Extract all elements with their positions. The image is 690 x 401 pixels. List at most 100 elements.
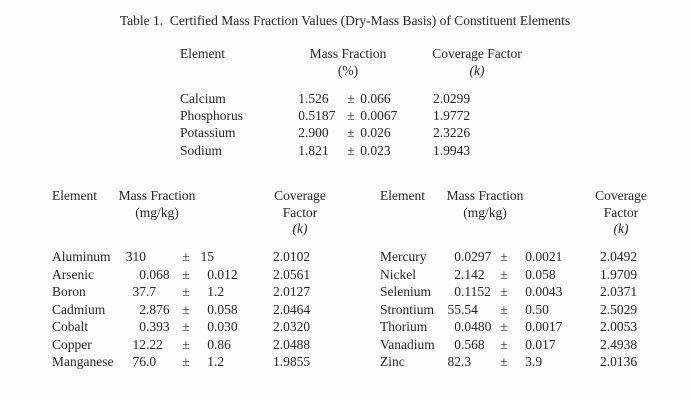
table-row: Arsenic 0.068 ±0.012 2.0561 <box>52 266 329 284</box>
lower-right-table: Mercury 0.0297 ±0.0021 2.0492 Nickel 2.142 ±0.… <box>380 248 656 371</box>
integer-part: 76 <box>132 354 147 369</box>
fraction-part: .0 <box>146 354 157 369</box>
plus-minus-symbol: ± <box>347 142 355 158</box>
fraction-part: .026 <box>367 125 391 141</box>
mass-fraction-value: 2.142 <box>443 266 496 284</box>
plus-minus-symbol: ± <box>347 125 355 141</box>
lower-left-coverage-factor-header: Coverage Factor (k) <box>260 188 340 238</box>
mass-fraction-label: Mass Fraction <box>309 46 387 61</box>
plus-minus-symbol: ± <box>500 336 508 352</box>
fraction-part: .5187 <box>305 108 336 124</box>
lower-left-mass-fraction-header: Mass Fraction (mg/kg) <box>112 188 202 221</box>
coverage-factor-value: 2.0299 <box>433 91 471 106</box>
integer-part: 0 <box>525 284 532 299</box>
uncertainty-value: 0.012 <box>194 266 252 284</box>
integer-part: 12 <box>132 336 147 352</box>
uncertainty-value: 1.2 <box>194 283 252 301</box>
integer-part: 1 <box>207 354 214 369</box>
mass-fraction-value: 76.0 <box>125 353 178 371</box>
mass-fraction-value: 0.5187 <box>297 107 343 124</box>
table-row: Potassium 2.900 ±0.026 2.3226 <box>180 124 521 141</box>
integer-part: 0 <box>454 284 461 299</box>
mass-fraction-label: Mass Fraction <box>118 188 196 203</box>
uncertainty-value: 0.50 <box>512 301 570 319</box>
upper-table-element-header: Element <box>180 46 225 61</box>
fraction-part: .0021 <box>532 249 563 264</box>
uncertainty-value: 3.9 <box>512 353 570 371</box>
element-name: Phosphorus <box>180 108 244 124</box>
mass-fraction-value: 0.068 <box>125 266 178 284</box>
element-name: Zinc <box>380 354 405 369</box>
coverage-factor-value: 2.0488 <box>273 336 311 352</box>
mass-fraction-value: 0.0480 <box>443 318 496 336</box>
fraction-part: .030 <box>214 319 238 334</box>
table-row: Nickel 2.142 ±0.058 1.9709 <box>380 266 656 284</box>
table-row: Manganese 76.0 ±1.2 1.9855 <box>52 353 329 371</box>
plus-minus-symbol: ± <box>182 249 190 264</box>
table-row: Calcium 1.526 ±0.066 2.0299 <box>180 90 521 107</box>
integer-part: 2 <box>298 125 305 141</box>
element-name: Copper <box>52 336 92 352</box>
integer-part: 0 <box>298 108 305 124</box>
mass-fraction-unit: (%) <box>337 62 359 78</box>
plus-minus-symbol: ± <box>182 319 190 334</box>
element-name: Arsenic <box>52 266 94 282</box>
mass-fraction-label: Mass Fraction <box>446 188 524 203</box>
element-name: Aluminum <box>52 249 111 264</box>
integer-part: 0 <box>207 266 214 282</box>
element-name: Cadmium <box>52 301 106 317</box>
integer-part: 2 <box>139 301 146 317</box>
mass-fraction-value: 0.1152 <box>443 283 496 301</box>
table-row: Cadmium 2.876 ±0.058 2.0464 <box>52 301 329 319</box>
mass-fraction-unit: (mg/kg) <box>463 204 507 220</box>
integer-part: 37 <box>132 284 147 299</box>
element-name: Mercury <box>380 249 427 264</box>
fraction-part: .017 <box>532 336 556 352</box>
fraction-part: .2 <box>214 284 225 299</box>
coverage-factor-value: 2.0136 <box>600 354 638 369</box>
element-name: Cobalt <box>52 319 88 334</box>
coverage-label: Coverage <box>595 188 647 203</box>
fraction-part: .393 <box>146 319 170 334</box>
fraction-part: .0480 <box>461 319 492 334</box>
fraction-part: .568 <box>461 336 485 352</box>
uncertainty-value: 0.058 <box>194 301 252 319</box>
plus-minus-symbol: ± <box>182 354 190 369</box>
fraction-part: .058 <box>532 266 556 282</box>
fraction-part: .1152 <box>461 284 491 299</box>
lower-left-element-header: Element <box>52 188 97 203</box>
fraction-part: .7 <box>146 284 157 299</box>
factor-label: Factor <box>603 204 639 220</box>
fraction-part: .0043 <box>532 284 563 299</box>
element-name: Potassium <box>180 125 236 141</box>
coverage-factor-value: 1.9772 <box>433 108 471 124</box>
plus-minus-symbol: ± <box>500 354 508 369</box>
coverage-factor-value: 2.0464 <box>273 301 311 317</box>
lower-right-mass-fraction-header: Mass Fraction (mg/kg) <box>440 188 530 221</box>
element-name: Boron <box>52 284 86 299</box>
element-name: Vanadium <box>380 336 435 352</box>
integer-part: 0 <box>207 336 214 352</box>
table-row: Zinc 82.3 ±3.9 2.0136 <box>380 353 656 371</box>
fraction-part: .142 <box>461 266 485 282</box>
integer-part: 0 <box>360 125 367 141</box>
k-label: (k) <box>613 221 629 236</box>
fraction-part: .068 <box>146 266 170 282</box>
table-row: Cobalt 0.393 ±0.030 2.0320 <box>52 318 329 336</box>
fraction-part: .023 <box>367 142 391 158</box>
mass-fraction-value: 37.7 <box>125 283 178 301</box>
uncertainty-value: 0.0021 <box>512 248 570 266</box>
fraction-part: .22 <box>146 336 163 352</box>
element-name: Selenium <box>380 284 431 299</box>
integer-part: 0 <box>525 301 532 317</box>
coverage-factor-value: 2.4938 <box>600 336 638 352</box>
mass-fraction-value: 1.526 <box>297 90 343 107</box>
fraction-part: .526 <box>305 91 329 106</box>
plus-minus-symbol: ± <box>182 266 190 282</box>
integer-part: 0 <box>139 319 146 334</box>
fraction-part: .3 <box>461 354 472 369</box>
coverage-factor-value: 1.9855 <box>273 354 311 369</box>
uncertainty-value: 0.0043 <box>512 283 570 301</box>
integer-part: 0 <box>207 319 214 334</box>
mass-fraction-value: 310 <box>125 248 178 266</box>
